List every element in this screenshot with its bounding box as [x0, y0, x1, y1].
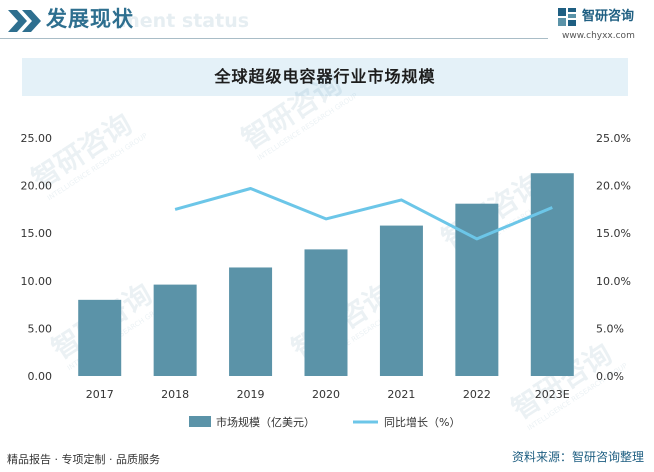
y-right-tick-label: 15.0% [596, 227, 631, 240]
section-title: 发展现状 [46, 7, 134, 31]
chart-title: 全球超级电容器行业市场规模 [214, 67, 436, 86]
footer-tagline: 精品报告 · 专项定制 · 品质服务 [7, 453, 160, 466]
left-axis: 0.00 5.00 10.00 15.00 20.00 25.00 [21, 132, 53, 383]
y-left-tick-label: 20.00 [21, 180, 53, 193]
x-tick-label: 2019 [237, 388, 265, 401]
y-left-tick-label: 0.00 [28, 370, 53, 383]
y-left-tick-label: 15.00 [21, 227, 53, 240]
x-tick-label: 2022 [463, 388, 491, 401]
x-tick-label: 2018 [161, 388, 189, 401]
legend-bar-swatch [189, 416, 211, 427]
y-right-tick-label: 5.0% [596, 322, 624, 335]
right-axis: 0.0% 5.0% 10.0% 15.0% 20.0% 25.0% [596, 132, 631, 383]
y-right-tick-label: 0.0% [596, 370, 624, 383]
y-left-tick-label: 5.00 [28, 322, 53, 335]
x-axis-labels: 2017 2018 2019 2020 2021 2022 2023E [86, 388, 570, 401]
x-tick-label: 2020 [312, 388, 340, 401]
brand-url[interactable]: www.chyxx.com [562, 31, 635, 41]
line-series [174, 187, 553, 241]
bar [78, 299, 122, 376]
bar [379, 225, 423, 376]
y-left-tick-label: 10.00 [21, 275, 53, 288]
x-tick-label: 2017 [86, 388, 114, 401]
bar-series [78, 173, 574, 376]
x-tick-label: 2021 [387, 388, 415, 401]
brand-name: 智研咨询 [582, 9, 635, 24]
y-left-tick-label: 25.00 [21, 132, 53, 145]
y-right-tick-label: 10.0% [596, 275, 631, 288]
source-note: 资料来源：智研咨询整理 [511, 450, 644, 464]
header-divider [0, 38, 548, 39]
chart-title-banner: 全球超级电容器行业市场规模 [22, 58, 628, 96]
bar [229, 267, 273, 376]
bar [304, 249, 348, 376]
bar [530, 173, 574, 376]
legend-line-label: 同比增长（%） [384, 415, 460, 429]
y-right-tick-label: 25.0% [596, 132, 631, 145]
x-tick-label: 2023E [535, 388, 570, 401]
legend: 市场规模（亿美元） 同比增长（%） [189, 415, 460, 429]
legend-bar-label: 市场规模（亿美元） [216, 415, 315, 429]
section-chevron-icon [8, 10, 41, 32]
header-ghost-text: ment status [120, 10, 250, 32]
brand-mark-icon [558, 8, 576, 26]
bar [153, 284, 197, 376]
growth-line [174, 187, 553, 241]
y-right-tick-label: 20.0% [596, 180, 631, 193]
